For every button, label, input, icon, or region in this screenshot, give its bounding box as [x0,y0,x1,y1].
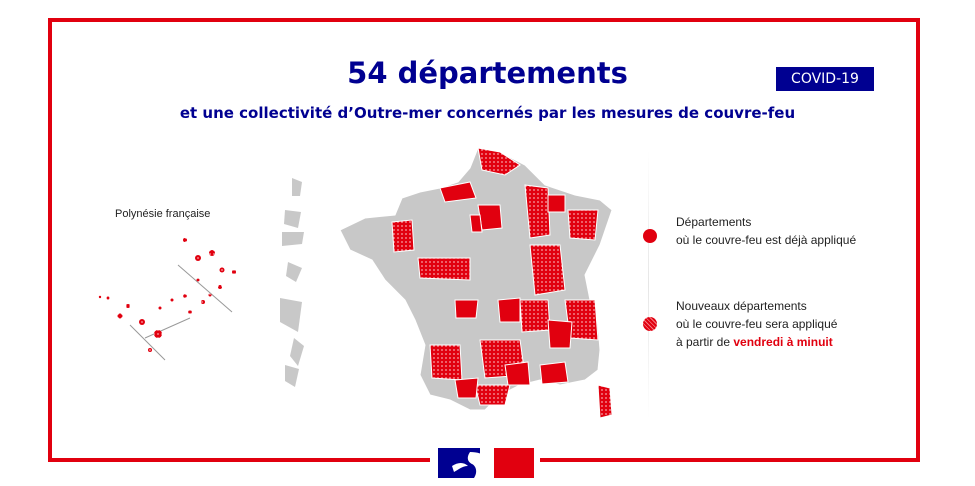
legend-new-line1: Nouveaux départements [676,299,807,313]
legend-applied: Départements où le couvre-feu est déjà a… [676,213,856,249]
marianne-logo [430,446,540,480]
legend-new-line2: où le couvre-feu sera appliqué [676,317,838,331]
mainland-base [339,147,613,411]
legend-divider [648,150,649,420]
atlantic-islands [280,178,304,387]
applied-departments [439,181,573,399]
applied-legend-icon [643,229,657,243]
legend-new: Nouveaux départements où le couvre-feu s… [676,297,837,351]
page-title: 54 départements [347,56,628,90]
legend-new-line3: à partir de vendredi à minuit [676,333,837,351]
page-subtitle: et une collectivité d’Outre-mer concerné… [179,104,796,122]
polynesia-label: Polynésie française [115,208,211,220]
legend-applied-line1: Départements [676,215,752,229]
legend-new-prefix: à partir de [676,335,734,349]
polynesia-inset [98,238,236,361]
new-legend-icon [643,317,657,331]
legend-new-highlight: vendredi à minuit [733,335,833,349]
covid-badge: COVID-19 [776,67,874,91]
new-departments [391,147,613,419]
legend-applied-line2: où le couvre-feu est déjà appliqué [676,233,857,247]
